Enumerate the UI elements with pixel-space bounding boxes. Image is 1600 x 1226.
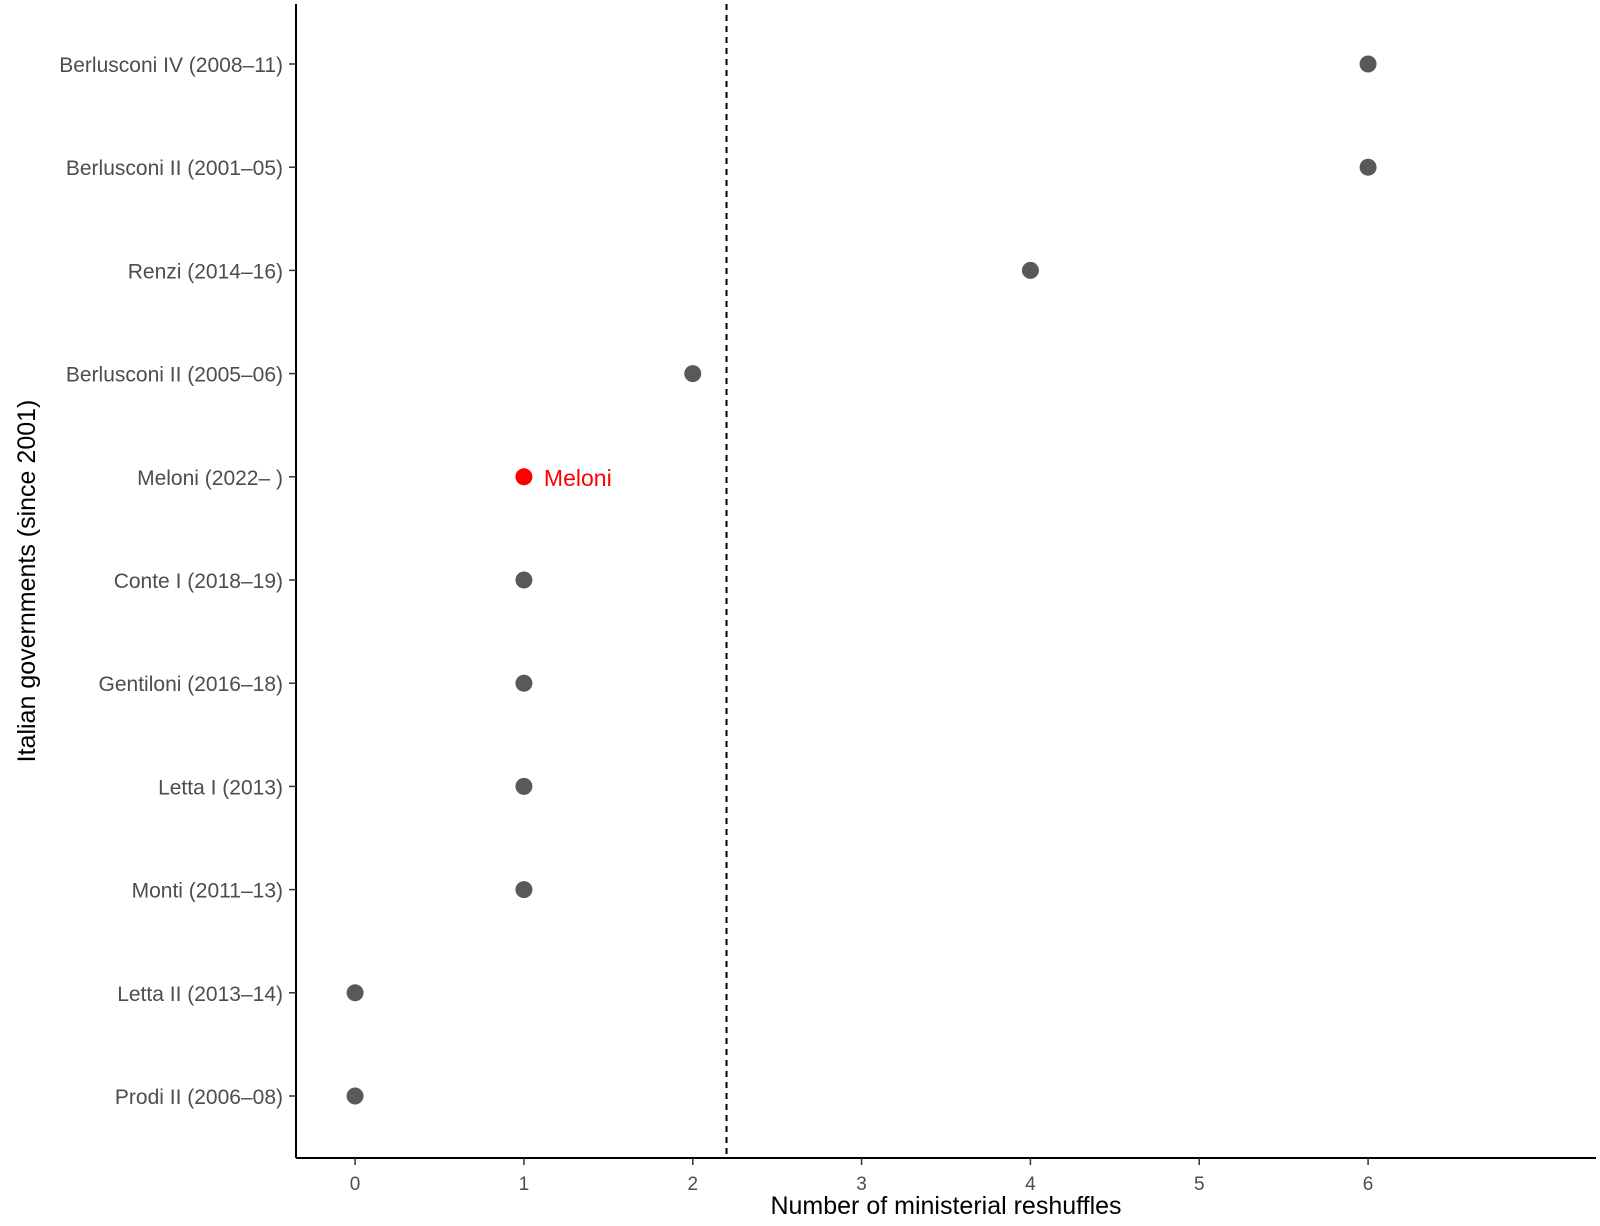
x-tick-labels: 0 1 2 3 4 5 6 [350, 1158, 1374, 1195]
x-tick-label: 5 [1194, 1174, 1205, 1195]
data-point [1359, 55, 1377, 73]
x-tick-label: 2 [687, 1174, 698, 1195]
data-point [515, 674, 533, 692]
y-tick-label: Prodi II (2006–08) [115, 1086, 283, 1109]
x-tick-label: 6 [1363, 1174, 1374, 1195]
annotations: Meloni [544, 465, 612, 491]
y-tick-labels: Berlusconi IV (2008–11) Berlusconi II (20… [59, 54, 296, 1109]
data-point [1359, 158, 1377, 176]
data-point [515, 571, 533, 589]
data-point [515, 777, 533, 795]
data-point [346, 1087, 364, 1105]
axes [295, 4, 1596, 1159]
highlighted-data-point [515, 468, 533, 486]
y-tick-label: Monti (2011–13) [132, 880, 283, 903]
data-point [346, 984, 364, 1002]
point-annotation: Meloni [544, 465, 612, 491]
y-tick-label: Gentiloni (2016–18) [99, 673, 283, 696]
data-point [684, 365, 702, 383]
y-tick-label: Renzi (2014–16) [128, 260, 283, 283]
x-tick-label: 3 [856, 1174, 867, 1195]
x-tick-label: 4 [1025, 1174, 1036, 1195]
x-axis-title: Number of ministerial reshuffles [770, 1192, 1121, 1220]
x-tick-label: 1 [519, 1174, 530, 1195]
y-tick-label: Meloni (2022– ) [137, 467, 283, 490]
y-tick-label: Berlusconi II (2005–06) [66, 364, 283, 387]
data-point [1021, 261, 1039, 279]
y-tick-label: Letta II (2013–14) [117, 983, 283, 1006]
y-tick-label: Berlusconi IV (2008–11) [59, 54, 283, 77]
x-tick-label: 0 [350, 1174, 361, 1195]
y-axis-title: Italian governments (since 2001) [13, 400, 41, 763]
y-tick-label: Conte I (2018–19) [114, 570, 283, 593]
y-tick-label: Letta I (2013) [158, 776, 283, 799]
data-point [515, 881, 533, 899]
data-points [346, 55, 1377, 1105]
y-tick-label: Berlusconi II (2001–05) [66, 157, 283, 180]
